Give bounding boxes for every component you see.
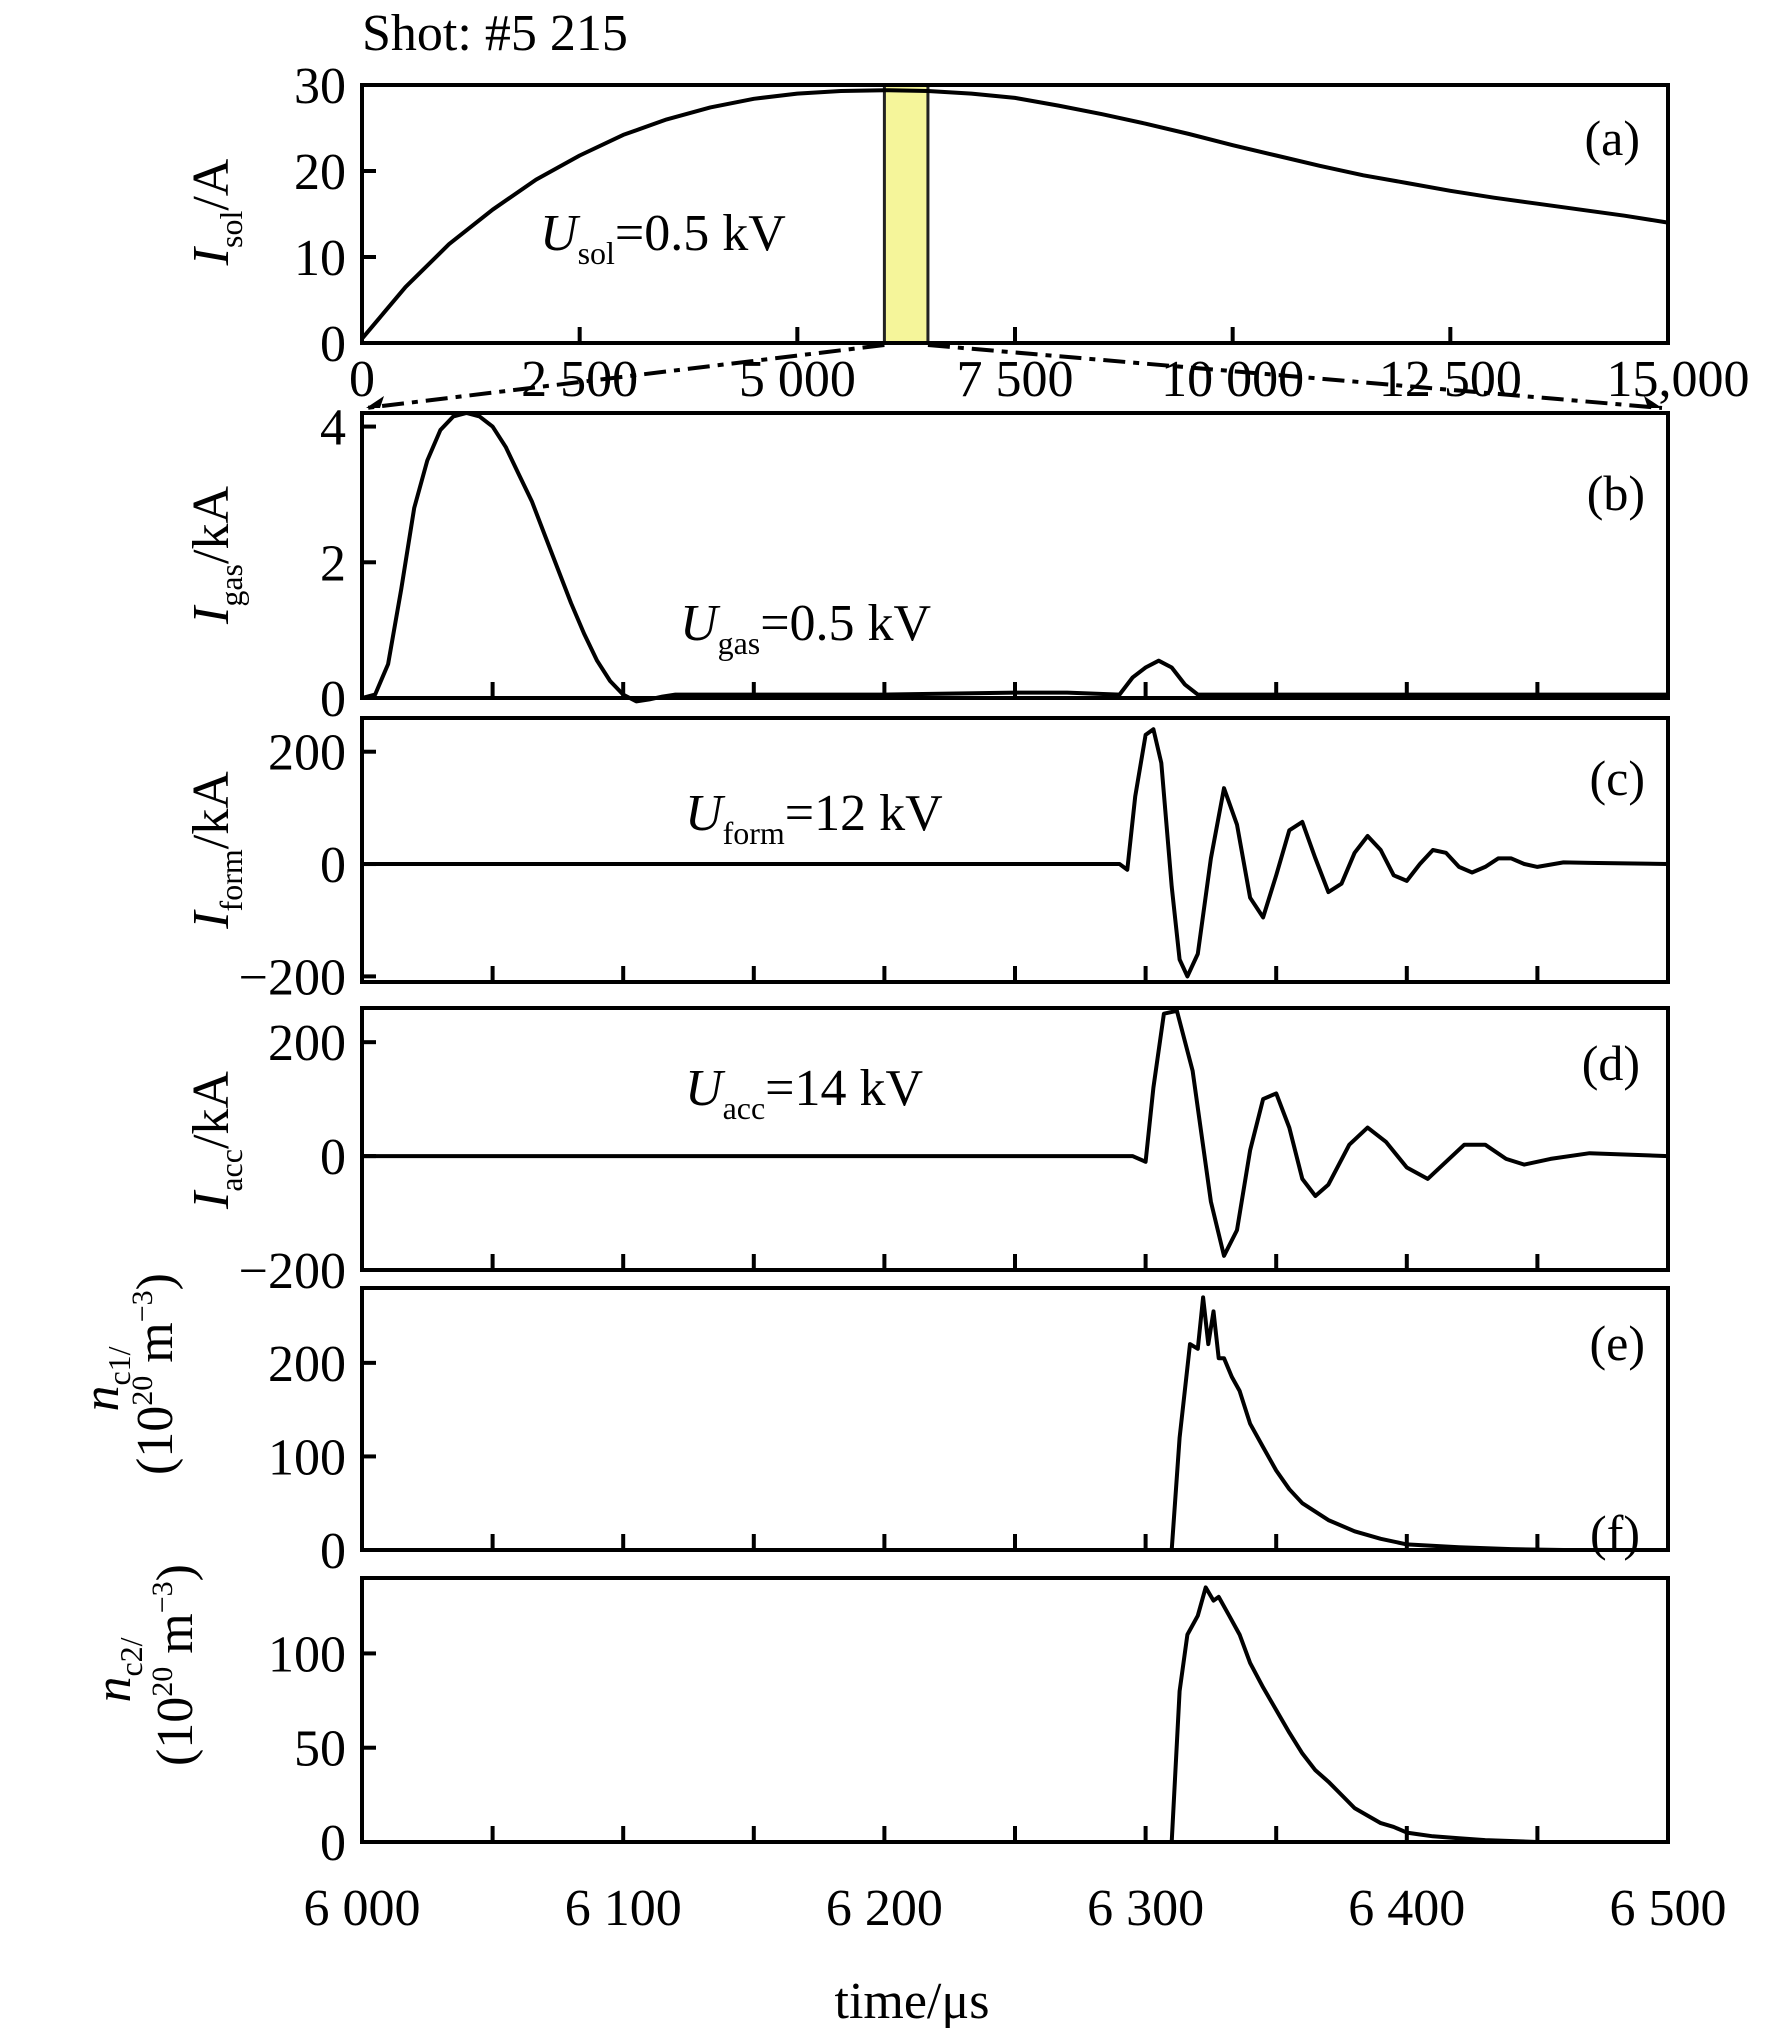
plot-frame: [360, 716, 1670, 984]
x-tick-label: 15,000: [1607, 351, 1750, 408]
y-axis-label: Iacc/kA: [183, 1071, 249, 1210]
trace-d: [362, 1008, 1669, 1258]
x-tick-label: 6 200: [826, 1880, 943, 1937]
x-axis-label: time/μs: [835, 1973, 990, 2028]
voltage-annotation: Usol=0.5 kV: [540, 205, 786, 271]
y-axis-label: Igas/kA: [183, 486, 249, 625]
arrow-right-icon: [1644, 396, 1662, 408]
y-tick-label: 4: [320, 400, 346, 457]
zoom-connector: [365, 343, 1663, 410]
x-tick-label: 6 300: [1087, 1880, 1204, 1937]
highlight-band: [882, 83, 930, 345]
y-axis-unit: (1020 m−3): [146, 1564, 204, 1766]
y-tick-label: 0: [320, 837, 346, 894]
y-tick-label: 0: [320, 1815, 346, 1872]
arrow-left-icon: [366, 396, 384, 408]
y-axis-label: nc1/: [73, 1346, 137, 1411]
panel-label: (b): [1587, 465, 1645, 521]
x-tick-label: 5 000: [739, 351, 856, 408]
panel-d: −200 0 200 (d) Uacc=14 kV Iacc/kA: [183, 1006, 1670, 1300]
trace-f: [362, 1585, 1668, 1844]
panel-label: (d): [1582, 1035, 1640, 1091]
y-tick-label: 200: [268, 1015, 346, 1072]
y-tick-label: 200: [268, 1336, 346, 1393]
voltage-annotation: Uacc=14 kV: [685, 1060, 923, 1126]
x-tick-label: 12 500: [1379, 351, 1522, 408]
x-tick-label: 6 000: [304, 1880, 421, 1937]
y-tick-label: −200: [239, 1243, 346, 1300]
y-axis-label: Iform/kA: [183, 771, 249, 930]
y-tick-label: 0: [320, 1129, 346, 1186]
panel-label: (a): [1585, 110, 1641, 166]
panel-c: −200 0 200 (c) Uform=12 kV Iform/kA: [183, 716, 1670, 1006]
plot-frame: [360, 411, 1670, 700]
voltage-annotation: Ugas=0.5 kV: [680, 595, 931, 661]
y-tick-label: 100: [268, 1429, 346, 1486]
plot-frame: [360, 1576, 1670, 1844]
trace-a: [360, 88, 1669, 340]
panel-b: 0 2 4 (b) Ugas=0.5 kV Igas/kA: [183, 400, 1670, 728]
x-tick-label: 6 100: [565, 1880, 682, 1937]
y-tick-label: 50: [294, 1721, 346, 1778]
trace-c: [362, 727, 1669, 979]
panel-label: (f): [1590, 1505, 1640, 1561]
panel-a: 0 10 20 30 0 2 500 5 000 7 500 10 000 12 500 15,00…: [183, 58, 1750, 408]
y-tick-label: 2: [320, 535, 346, 592]
y-tick-label: 0: [320, 671, 346, 728]
panel-f: 0 50 100 (f) nc2/(1020 m−3): [85, 1505, 1670, 1872]
panel-label: (e): [1590, 1315, 1646, 1371]
y-tick-label: 0: [320, 316, 346, 373]
x-tick-label: 2 500: [521, 351, 638, 408]
trace-e: [362, 1295, 1668, 1552]
bottom-x-axis: 6 000 6 100 6 200 6 300 6 400 6 500: [304, 1880, 1727, 1937]
x-tick-label: 7 500: [957, 351, 1074, 408]
panel-label: (c): [1590, 750, 1646, 806]
plot-frame: [360, 1006, 1670, 1272]
y-tick-label: −200: [239, 949, 346, 1006]
plot-frame: [360, 1286, 1670, 1552]
panel-e: 0 100 200 (e) nc1/(1020 m−3): [73, 1273, 1670, 1580]
x-tick-label: 10 000: [1161, 351, 1304, 408]
trace-b: [361, 411, 1668, 704]
y-tick-label: 20: [294, 144, 346, 201]
y-axis-unit: (1020 m−3): [126, 1273, 184, 1475]
y-tick-label: 10: [294, 230, 346, 287]
figure-title: Shot: #5 215: [362, 5, 628, 62]
y-tick-label: 100: [268, 1626, 346, 1683]
x-tick-label: 6 500: [1610, 1880, 1727, 1937]
y-tick-label: 30: [294, 58, 346, 115]
y-tick-label: 0: [320, 1523, 346, 1580]
y-tick-label: 200: [268, 725, 346, 782]
y-axis-label: nc2/: [85, 1637, 149, 1702]
zoom-line-right: [927, 343, 1663, 410]
x-tick-label: 0: [349, 351, 375, 408]
y-axis-label: Isol/A: [183, 158, 249, 266]
x-tick-label: 6 400: [1348, 1880, 1465, 1937]
voltage-annotation: Uform=12 kV: [685, 785, 943, 851]
